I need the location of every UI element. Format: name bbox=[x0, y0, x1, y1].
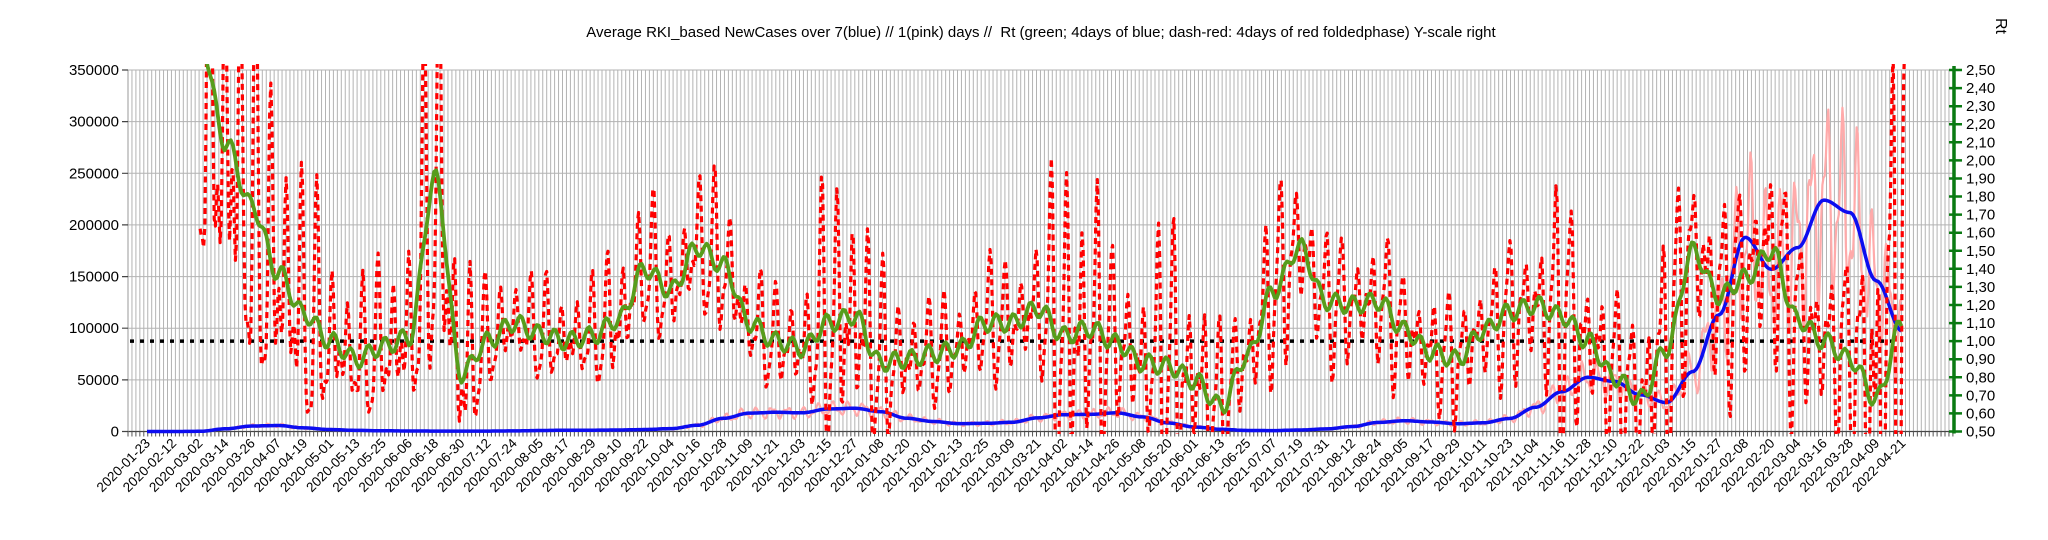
right-axis-ticks bbox=[1949, 68, 1962, 433]
right-axis-tick-label: 1,50 bbox=[1966, 243, 1995, 260]
right-axis-tick-label: 1,30 bbox=[1966, 279, 1995, 296]
left-axis-tick-label: 300000 bbox=[69, 114, 119, 131]
left-axis-tick-label: 150000 bbox=[69, 269, 119, 286]
right-axis-tick-label: 2,20 bbox=[1966, 116, 1995, 133]
right-axis-tick-label: 2,50 bbox=[1966, 62, 1995, 79]
right-axis-tick-label: 0,50 bbox=[1966, 424, 1995, 441]
right-axis-tick-label: 2,30 bbox=[1966, 98, 1995, 115]
right-axis-tick-label: 0,70 bbox=[1966, 387, 1995, 404]
x-axis-minor-ticks bbox=[127, 431, 1954, 437]
plot-gridlines bbox=[128, 69, 1954, 432]
right-axis-tick-label: 2,40 bbox=[1966, 80, 1995, 97]
right-axis-tick-label: 1,70 bbox=[1966, 207, 1995, 224]
series-rt-green bbox=[205, 64, 1904, 415]
y-axis-left: 0 50000 100000 150000 200000 250000 300000 3500… bbox=[69, 62, 129, 441]
y-axis-right: 2,502,402,302,202,102,00 1,901,801,701,60… bbox=[1949, 18, 2009, 441]
right-axis-tick-label: 1,90 bbox=[1966, 171, 1995, 188]
left-axis-tick-label: 350000 bbox=[69, 62, 119, 79]
right-axis-tick-label: 2,10 bbox=[1966, 134, 1995, 151]
series-newcases-7day-blue bbox=[147, 198, 1903, 434]
right-axis-tick-label: 1,80 bbox=[1966, 189, 1995, 206]
right-axis-tick-label: 1,60 bbox=[1966, 225, 1995, 242]
left-axis-tick-label: 100000 bbox=[69, 320, 119, 337]
left-axis-tick-label: 250000 bbox=[69, 165, 119, 182]
right-axis-tick-label: 2,00 bbox=[1966, 152, 1995, 169]
right-axis-tick-label: 0,80 bbox=[1966, 369, 1995, 386]
right-axis-tick-label: 0,90 bbox=[1966, 351, 1995, 368]
right-axis-tick-label: 1,10 bbox=[1966, 315, 1995, 332]
right-axis-tick-label: 1,00 bbox=[1966, 333, 1995, 350]
x-axis-labels: 2020-01-232020-02-122020-03-022020-03-14… bbox=[94, 435, 1909, 495]
right-axis-tick-label: 1,40 bbox=[1966, 261, 1995, 278]
left-axis-tick-label: 200000 bbox=[69, 217, 119, 234]
right-axis-title: Rt bbox=[1992, 18, 2009, 35]
left-axis-tick-label: 0 bbox=[111, 424, 119, 441]
right-axis-tick-label: 1,20 bbox=[1966, 297, 1995, 314]
chart-title: Average RKI_based NewCases over 7(blue) … bbox=[586, 24, 1496, 41]
series-rt-folded-red-dashed bbox=[198, 64, 1906, 434]
left-axis-tick-label: 50000 bbox=[77, 372, 119, 389]
right-axis-tick-label: 0,60 bbox=[1966, 405, 1995, 422]
